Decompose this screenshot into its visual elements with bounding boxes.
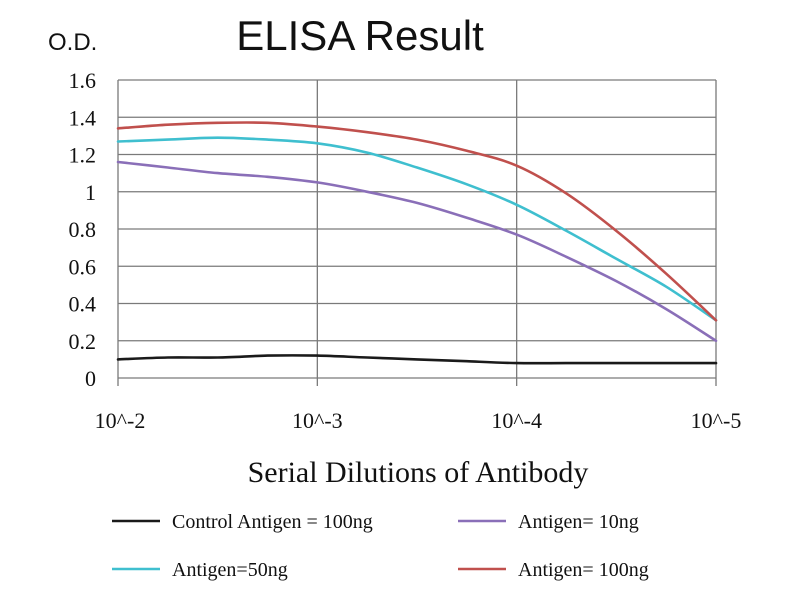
y-tick-label: 0.8: [69, 217, 97, 242]
gridlines: [117, 79, 717, 386]
y-tick-labels: 0 0.2 0.4 0.6 0.8 1 1.2 1.4 1.6: [69, 68, 97, 391]
y-tick-label: 1: [85, 180, 96, 205]
y-tick-label: 0.2: [69, 329, 97, 354]
series-line-2: [116, 136, 718, 322]
y-tick-label: 0: [85, 366, 96, 391]
y-tick-label: 1.6: [69, 68, 97, 93]
series-lines: [116, 121, 718, 365]
y-tick-label: 0.4: [69, 292, 97, 317]
x-tick-label: 10^-5: [691, 408, 742, 433]
legend-label: Control Antigen = 100ng: [172, 511, 373, 533]
y-axis-label: O.D.: [48, 29, 97, 56]
x-axis-label: Serial Dilutions of Antibody: [248, 456, 589, 489]
x-tick-label: 10^-4: [491, 408, 542, 433]
y-tick-label: 1.2: [69, 143, 97, 168]
legend: Control Antigen = 100ng Antigen= 10ng Anti…: [112, 511, 649, 581]
legend-label: Antigen= 100ng: [518, 559, 649, 581]
y-tick-label: 0.6: [69, 254, 97, 279]
x-tick-labels: 10^-2 10^-3 10^-4 10^-5: [95, 408, 742, 433]
series-line-0: [116, 354, 718, 365]
legend-label: Antigen= 10ng: [518, 511, 639, 533]
series-line-1: [116, 160, 718, 343]
x-tick-label: 10^-2: [95, 408, 146, 433]
y-tick-label: 1.4: [69, 105, 97, 130]
x-tick-label: 10^-3: [292, 408, 343, 433]
chart-title: ELISA Result: [236, 12, 484, 59]
legend-label: Antigen=50ng: [172, 559, 288, 581]
series-line-3: [116, 121, 718, 322]
